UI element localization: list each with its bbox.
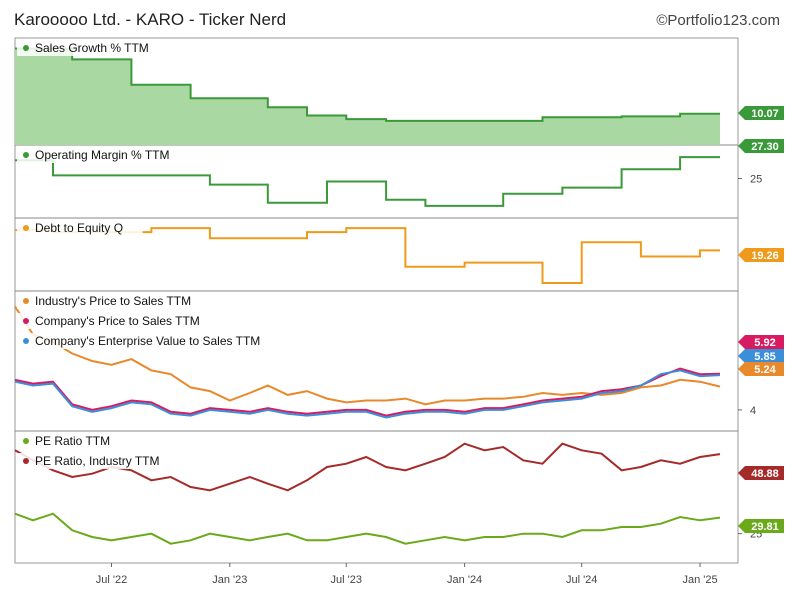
- value-badge: [738, 519, 784, 533]
- legend-label: Operating Margin % TTM: [35, 148, 170, 162]
- series-line-pe_ratio-1: [14, 442, 721, 492]
- legend-marker: [23, 338, 29, 344]
- legend-marker: [23, 438, 29, 444]
- series-line-operating_margin-0: [15, 156, 720, 207]
- series-line-price_to_sales-0: [14, 305, 721, 406]
- legend-label: Industry's Price to Sales TTM: [35, 294, 191, 308]
- value-badge-label: 27.30: [751, 141, 779, 153]
- series-line-price_to_sales-1: [14, 367, 721, 417]
- legend-marker: [23, 45, 29, 51]
- value-badge: [738, 362, 784, 376]
- x-tick-label: Jul '24: [566, 574, 597, 586]
- legend-bg: [17, 433, 117, 449]
- value-badge: [738, 248, 784, 262]
- series-line-pe_ratio-0: [14, 512, 721, 545]
- series-line-price_to_sales-2: [14, 369, 721, 419]
- legend-marker: [23, 225, 29, 231]
- legend-bg: [17, 293, 229, 309]
- x-tick-label: Jan '23: [212, 574, 247, 586]
- value-badge-label: 5.24: [754, 364, 776, 376]
- x-tick-label: Jan '25: [682, 574, 717, 586]
- legend-label: Company's Price to Sales TTM: [35, 314, 200, 328]
- value-badge: [738, 106, 784, 120]
- chart-title: Karooooo Ltd. - KARO - Ticker Nerd: [14, 10, 287, 29]
- value-badge: [738, 466, 784, 480]
- value-badge-label: 5.85: [754, 351, 775, 363]
- legend-bg: [17, 333, 295, 349]
- y-tick-label: 4: [750, 405, 756, 417]
- x-tick-label: Jul '23: [331, 574, 362, 586]
- value-badge-label: 5.92: [754, 337, 775, 349]
- value-badge: [738, 335, 784, 349]
- x-tick-label: Jul '22: [96, 574, 127, 586]
- value-badge-label: 19.26: [751, 250, 779, 262]
- legend-marker: [23, 458, 29, 464]
- legend-marker: [23, 152, 29, 158]
- value-badge-label: 48.88: [751, 468, 779, 480]
- legend-label: Company's Enterprise Value to Sales TTM: [35, 334, 260, 348]
- value-badge: [738, 349, 784, 363]
- value-badge-label: 10.07: [751, 108, 779, 120]
- plot-frame: [14, 37, 739, 564]
- legend-bg: [17, 313, 222, 329]
- legend-bg: [17, 147, 183, 163]
- area-fill-sales_growth: [15, 48, 720, 145]
- legend-label: PE Ratio, Industry TTM: [35, 454, 159, 468]
- value-badge: [738, 139, 784, 153]
- chart-credit: ©Portfolio123.com: [656, 12, 780, 29]
- legend-label: Debt to Equity Q: [35, 221, 123, 235]
- y-tick-label: 25: [750, 173, 762, 185]
- series-line-debt_equity-0: [15, 227, 720, 284]
- legend-bg: [17, 40, 156, 56]
- legend-bg: [17, 220, 143, 236]
- legend-label: Sales Growth % TTM: [35, 41, 149, 55]
- legend-label: PE Ratio TTM: [35, 434, 110, 448]
- value-badge-label: 29.81: [751, 521, 779, 533]
- legend-marker: [23, 318, 29, 324]
- legend-marker: [23, 298, 29, 304]
- series-line-sales_growth-0: [15, 47, 720, 122]
- x-tick-label: Jan '24: [447, 574, 482, 586]
- legend-bg: [17, 453, 183, 469]
